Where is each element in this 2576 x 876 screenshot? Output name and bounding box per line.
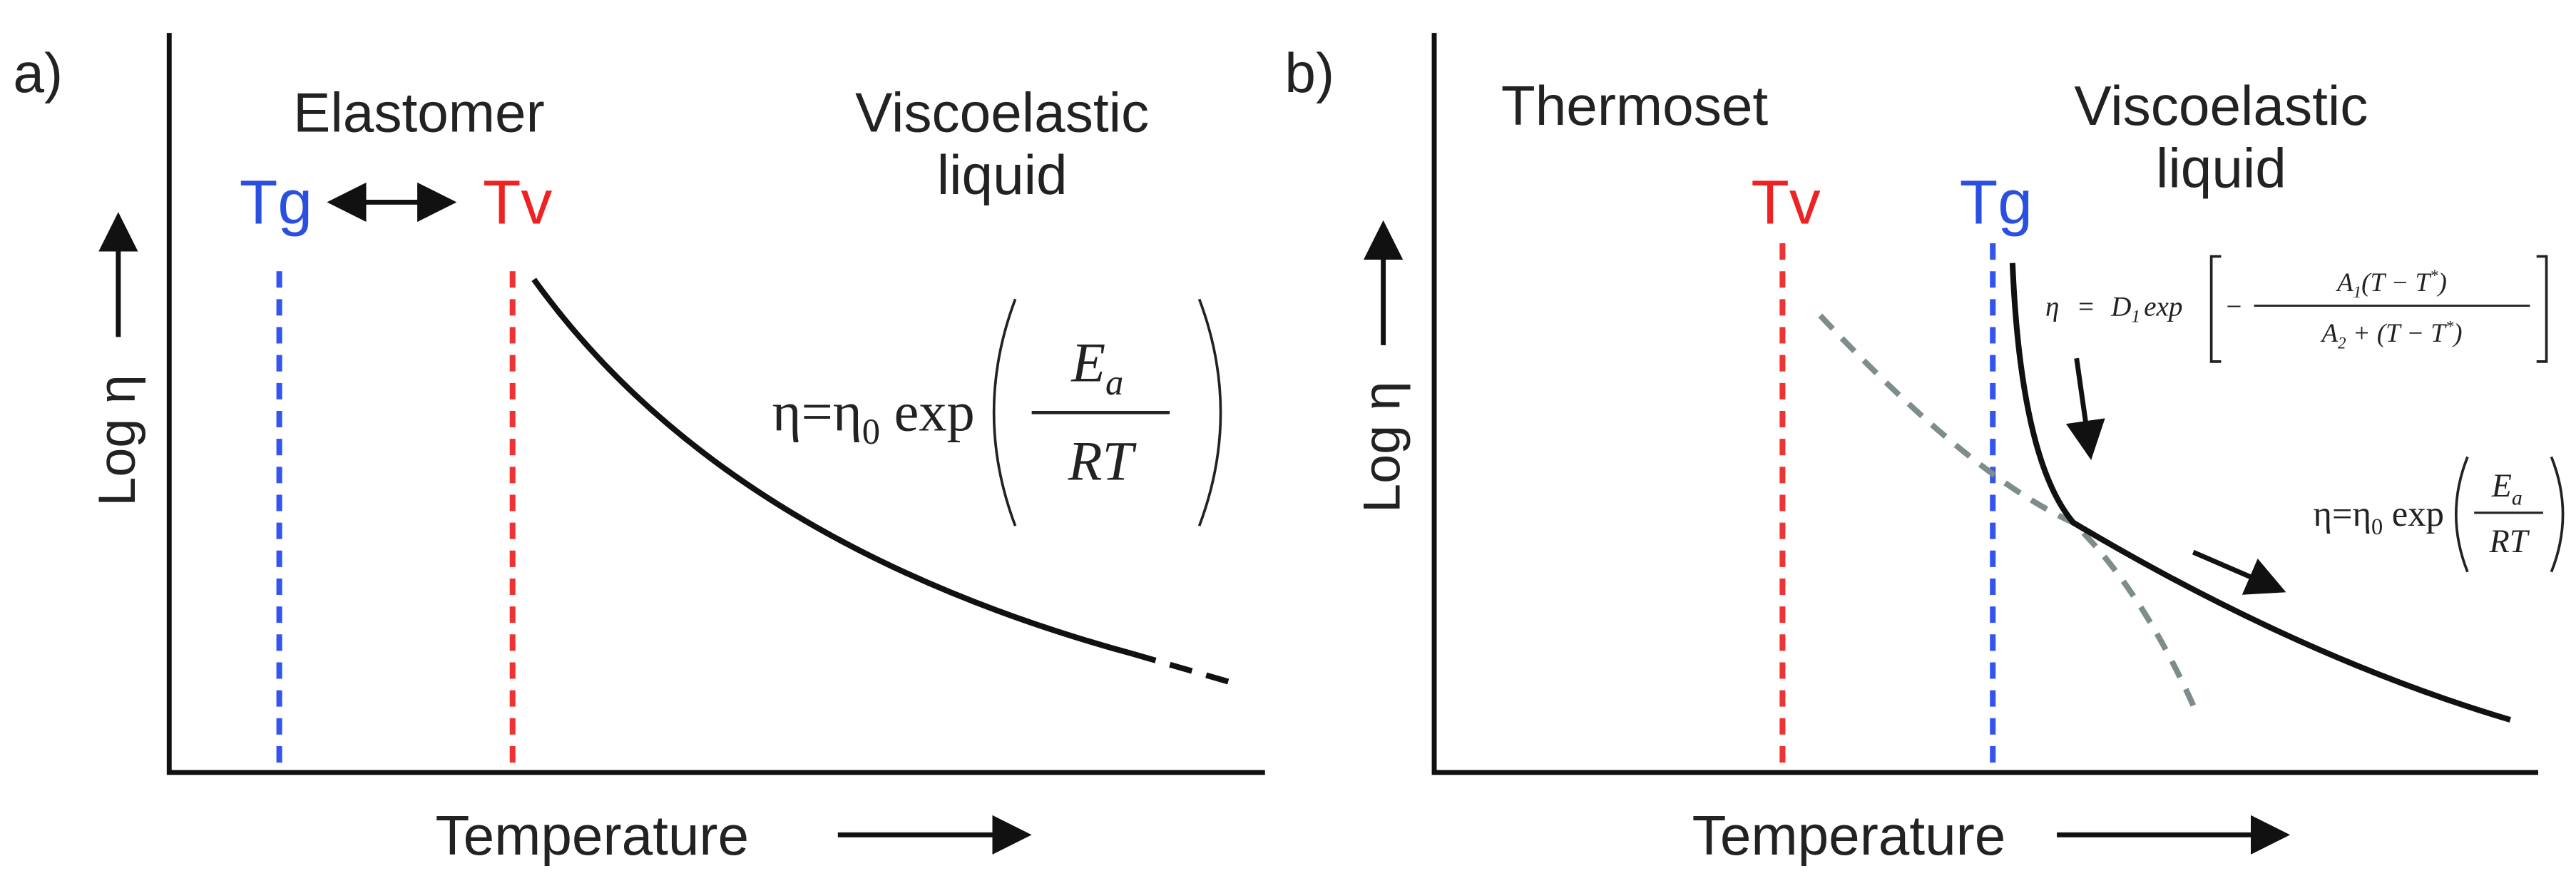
region-label: Thermoset (1501, 74, 1769, 137)
text-part: + (T − T (2346, 318, 2448, 347)
equation-minus: − (2226, 291, 2242, 322)
paren (2454, 456, 2469, 573)
bracket (2536, 255, 2548, 363)
text-part: 1 (2131, 307, 2140, 327)
text-part: 1 (2353, 282, 2362, 301)
equation-numerator: A1(T − T*) (2335, 266, 2447, 301)
text-part: exp (2144, 291, 2182, 322)
tv-label: Tv (1751, 167, 1820, 237)
axes (166, 33, 1265, 775)
equation-numerator: Ea (2491, 467, 2523, 510)
text-part: 2 (2338, 333, 2346, 352)
region-label: Viscoelastic (2074, 74, 2368, 137)
pointer-arrow (2192, 549, 2286, 595)
x-axis-label: Temperature (435, 804, 749, 867)
panel-label: a) (13, 41, 63, 104)
text-part: exp (2383, 494, 2444, 534)
text-part: 0 (2371, 514, 2383, 539)
viscosity-curve (531, 277, 1135, 657)
text-part: exp (880, 381, 975, 443)
text-part: E (1070, 332, 1105, 394)
text-part: η=η (2313, 494, 2371, 534)
text-part: η=η (772, 381, 862, 443)
y-axis-label: Log η (87, 375, 146, 506)
axes (1431, 33, 2539, 775)
viscosity-curve (2009, 263, 2512, 723)
bracket (2209, 255, 2222, 363)
y-axis-label: Log η (1352, 381, 1411, 512)
equation-numerator: Ea (1070, 332, 1123, 402)
text-part: (T − T (2361, 268, 2431, 297)
x-axis-label: Temperature (1692, 804, 2006, 867)
text-part: a (1105, 362, 1123, 402)
equation-denominator: A2 + (T − T*) (2320, 317, 2463, 352)
arrhenius-extrapolation (1818, 313, 2201, 718)
equation-denominator: RT (2489, 523, 2530, 559)
extrapolation (1133, 651, 1237, 687)
equation: η = D1 exp (2045, 291, 2183, 326)
tv-label: Tv (483, 167, 552, 237)
paren (2550, 456, 2565, 573)
panel-label: b) (1284, 41, 1334, 104)
equation: η=η0 exp (2313, 494, 2444, 539)
pointer-arrow (2065, 357, 2105, 460)
panel-b: b) Thermoset Viscoelastic liquid Tv Tg η… (1284, 33, 2565, 867)
paren (1197, 298, 1222, 526)
text-part: ) (2437, 268, 2447, 297)
text-part: 0 (862, 412, 880, 452)
equation-denominator: RT (1068, 430, 1138, 492)
text-part: = (2078, 291, 2094, 322)
tg-label: Tg (1960, 167, 2033, 237)
text-part: A (2320, 318, 2339, 347)
equation: η=η0 exp (772, 381, 975, 452)
region-label: Elastomer (293, 81, 545, 143)
text-part: ) (2452, 318, 2462, 347)
region-label: Viscoelastic (855, 81, 1149, 143)
text-part: A (2335, 268, 2353, 297)
panel-a: a) Elastomer Viscoelastic liquid Tg Tv η… (13, 33, 1265, 867)
text-part: * (2430, 266, 2438, 285)
text-part: E (2491, 467, 2512, 504)
region-label: liquid (937, 143, 1068, 206)
paren (992, 298, 1017, 526)
text-part: * (2445, 317, 2454, 335)
region-label: liquid (2156, 137, 2286, 200)
text-part: D (2110, 291, 2131, 322)
text-part: η (2045, 291, 2059, 322)
text-part: a (2512, 486, 2523, 509)
tg-label: Tg (240, 167, 312, 237)
